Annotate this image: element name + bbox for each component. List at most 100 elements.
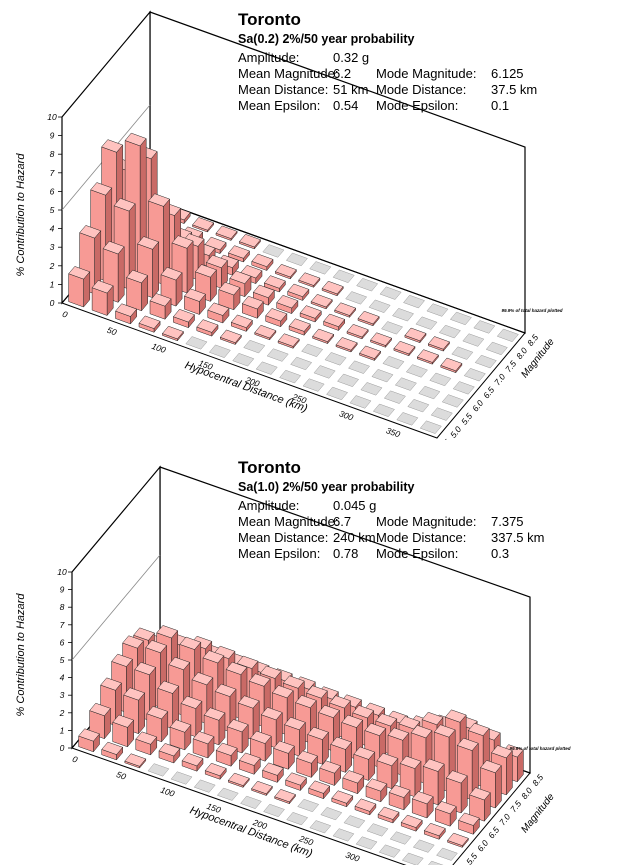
bar xyxy=(440,357,463,374)
empty-bin xyxy=(401,852,424,865)
empty-bin xyxy=(355,836,378,850)
bar-top xyxy=(440,357,463,372)
bar xyxy=(447,832,469,849)
mode-epsilon-value: 0.3 xyxy=(491,546,510,561)
z-tick-label: 6 xyxy=(50,186,55,196)
empty-bin xyxy=(240,795,262,809)
bar-top xyxy=(491,745,513,759)
bar xyxy=(335,337,358,353)
bar-top xyxy=(171,235,194,249)
bar xyxy=(321,280,344,297)
bar xyxy=(458,812,480,835)
bar-top xyxy=(444,709,467,723)
bar-top xyxy=(423,822,446,837)
x-tick-label: 250 xyxy=(297,833,315,848)
x-tick-label: 200 xyxy=(243,374,261,389)
z-tick-label: 0 xyxy=(50,298,55,308)
bar xyxy=(161,325,184,342)
z-tick-label: 8 xyxy=(50,149,55,159)
bar-top xyxy=(145,640,168,654)
bar xyxy=(299,305,322,323)
bar-top xyxy=(126,269,149,284)
mean-epsilon-label: Mean Epsilon: xyxy=(238,98,321,113)
y-tick-label: 5.5 xyxy=(464,851,479,865)
empty-bin xyxy=(462,333,485,347)
bar-top xyxy=(100,677,122,691)
bar-top xyxy=(434,801,457,815)
bar-top xyxy=(274,789,296,803)
empty-bin xyxy=(430,407,453,421)
z-tick-label: 1 xyxy=(60,725,65,735)
hazard-note: 99.9% of total hazard plotted xyxy=(501,308,562,313)
bar-top xyxy=(323,313,346,327)
empty-bin xyxy=(309,820,332,834)
bar-top xyxy=(387,727,410,741)
bar-top xyxy=(467,722,490,736)
bar-top xyxy=(146,706,169,720)
bar xyxy=(251,253,274,272)
mode-distance-label: Mode Distance: xyxy=(376,82,467,97)
bar-top xyxy=(229,270,252,284)
mean-epsilon-value: 0.54 xyxy=(333,98,359,113)
bar-top xyxy=(111,653,133,667)
bar-top xyxy=(388,784,411,798)
bar xyxy=(298,272,321,288)
bar-top xyxy=(375,713,398,727)
hazard-chart-sa10: 0123456789100501001502002503003504004.55… xyxy=(0,440,633,865)
bar xyxy=(310,294,333,310)
z-tick-label: 9 xyxy=(60,585,65,595)
z-tick-label: 4 xyxy=(60,673,65,683)
bar-top xyxy=(115,303,138,317)
bar-top xyxy=(230,314,253,328)
y-tick-label: 8.5 xyxy=(530,772,545,788)
bar-top xyxy=(331,790,354,804)
bar-top xyxy=(101,741,124,755)
empty-bin xyxy=(337,373,360,387)
bar-top xyxy=(265,308,288,322)
bar-top xyxy=(393,340,416,355)
bar-top xyxy=(310,294,333,308)
bar xyxy=(192,731,215,759)
bar-top xyxy=(262,762,284,776)
y-tick-label: 8.0 xyxy=(519,785,534,801)
bar xyxy=(172,309,195,329)
empty-bin xyxy=(147,763,170,777)
mean-distance-label: Mean Distance: xyxy=(238,530,329,545)
x-tick-label: 150 xyxy=(197,358,214,372)
empty-bin xyxy=(449,311,472,326)
empty-bin xyxy=(418,385,441,400)
mean-distance-label: Mean Distance: xyxy=(238,82,329,97)
bar xyxy=(404,327,427,344)
bar xyxy=(274,789,296,805)
bar-top xyxy=(370,332,393,346)
mean-distance-value: 240 km xyxy=(333,530,376,545)
bar-side xyxy=(186,240,194,294)
bar-top xyxy=(296,750,318,764)
empty-bin xyxy=(382,355,405,370)
bar-top xyxy=(134,661,157,676)
empty-bin xyxy=(392,308,415,322)
bar-top xyxy=(179,636,202,650)
bar-top xyxy=(112,714,135,728)
bar-top xyxy=(78,728,100,742)
bar-top xyxy=(359,345,382,359)
bar xyxy=(138,315,161,333)
bar xyxy=(252,284,275,306)
bar-top xyxy=(226,719,249,733)
bar-top xyxy=(148,193,171,207)
hazard-chart-sa02: 0123456789100501001502002503003504004.55… xyxy=(15,10,563,440)
bar-top xyxy=(404,327,427,342)
empty-bin xyxy=(496,328,519,342)
z-tick-label: 5 xyxy=(60,655,65,665)
bar-top xyxy=(124,753,147,767)
bar-top xyxy=(260,707,283,721)
bar-side xyxy=(117,245,125,303)
hazard-note: 99.9% of total hazard plotted xyxy=(509,746,570,751)
bar xyxy=(423,822,446,840)
bar-top xyxy=(357,310,380,325)
stat-row-amplitude: Amplitude: 0.045 g xyxy=(238,498,414,514)
bar-top xyxy=(180,695,203,709)
bar xyxy=(101,741,124,761)
x-axis-title: Hypocentral Distance (km) xyxy=(183,359,309,415)
bar xyxy=(215,225,238,242)
